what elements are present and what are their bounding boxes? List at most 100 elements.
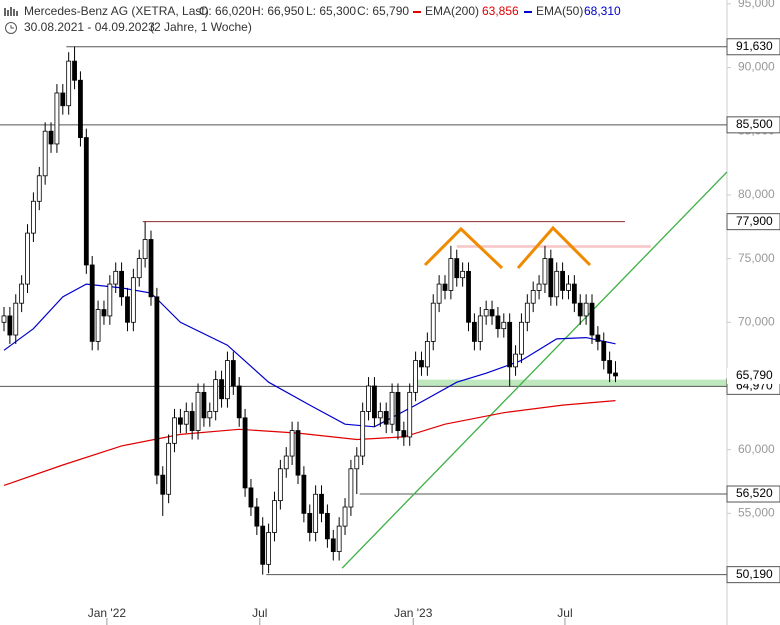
candle-body [330, 538, 336, 552]
candle-body [530, 290, 536, 304]
candle-body [125, 296, 130, 323]
candle-body [342, 506, 348, 527]
candle-body [1, 315, 7, 323]
y-tick-label: 70,000 [738, 314, 775, 328]
candle-body [242, 417, 248, 489]
candle-body [277, 468, 283, 502]
level-box [726, 38, 780, 56]
candle-body [413, 360, 418, 393]
ohlc-label: C: 65,790 [357, 4, 409, 18]
clock-icon [10, 25, 14, 29]
candle-body [583, 302, 589, 317]
candle-body [301, 474, 307, 514]
trendline [341, 171, 728, 569]
candle-body [95, 309, 101, 342]
x-tick-label: Jul [557, 606, 572, 620]
candle-body [160, 474, 166, 495]
candle-body [195, 391, 201, 431]
pattern-marker [423, 226, 504, 270]
candle-body [595, 334, 601, 342]
candle-body [401, 430, 407, 438]
candle-body [266, 532, 271, 565]
candle-body [130, 277, 136, 323]
candle-body [454, 258, 460, 279]
candle-body [354, 455, 360, 470]
candle-body [230, 360, 236, 387]
legend-label: EMA(50) [536, 4, 583, 18]
candle-body [260, 525, 266, 565]
candle-body [83, 137, 89, 266]
candle-body [48, 130, 54, 145]
candle-body [566, 283, 571, 291]
candle-body [324, 512, 330, 540]
candle-body [613, 372, 618, 377]
level-label: 85,500 [736, 117, 773, 131]
candle-body [307, 512, 313, 533]
candle-body [507, 321, 513, 368]
candle-body [113, 270, 119, 285]
candle-body [471, 321, 477, 342]
pattern-marker [516, 225, 592, 269]
header: Mercedes-Benz AG (XETRA, Last) O: 66,020… [4, 4, 621, 34]
period-note: (2 Jahre, 1 Woche) [150, 20, 252, 34]
candle-body [513, 353, 518, 368]
y-tick-label: 75,000 [738, 251, 775, 265]
last-price-label: 65,790 [736, 368, 773, 382]
clock-icon [5, 22, 17, 34]
candle-body [207, 411, 213, 419]
x-tick-label: Jan '22 [88, 606, 127, 620]
candle-body [272, 500, 277, 533]
candle-body [219, 379, 224, 400]
candle-body [289, 430, 295, 457]
last-price-box [727, 367, 780, 384]
candle-body [436, 283, 442, 304]
candle-body [177, 417, 183, 425]
ema-line [3, 283, 616, 428]
period: 30.08.2021 - 04.09.2023 [24, 20, 155, 34]
candle-body [372, 385, 377, 419]
ema-line [3, 400, 616, 486]
candle-body [577, 302, 583, 317]
y-tick-label: 90,000 [738, 60, 775, 74]
candle-body [366, 385, 371, 412]
candle-body [319, 493, 324, 514]
candle-body [166, 442, 172, 495]
legend-label: EMA(200) [425, 4, 479, 18]
chart-icon [4, 7, 18, 16]
candle-body [383, 411, 389, 425]
ohlc-label: L: 65,300 [306, 4, 356, 18]
level-box [726, 566, 780, 584]
candle-body [589, 302, 595, 336]
candle-body [560, 270, 565, 291]
candle-body [13, 302, 19, 336]
candle-body [42, 130, 48, 177]
candle-body [348, 468, 354, 508]
candle-body [571, 283, 577, 304]
candle-body [142, 239, 148, 259]
candle-body [477, 315, 483, 342]
candle-body [360, 411, 366, 457]
candle-body [19, 283, 25, 304]
ohlc-label: O: 66,020 [199, 4, 252, 18]
candle-body [601, 341, 607, 361]
candle-body [254, 506, 260, 527]
level-label: 56,520 [736, 486, 773, 500]
candle-body [548, 258, 554, 298]
candle-body [54, 92, 60, 145]
legend-value: 63,856 [482, 4, 519, 18]
candle-body [407, 391, 413, 438]
candle-body [107, 283, 113, 317]
legend-value: 68,310 [584, 4, 621, 18]
candle-body [483, 309, 489, 317]
candle-body [78, 79, 83, 138]
candle-body [448, 258, 454, 291]
candle-body [60, 92, 66, 107]
level-label: 91,630 [736, 39, 773, 53]
candle-body [72, 60, 77, 81]
candle-body [154, 296, 160, 476]
candle-body [295, 430, 301, 476]
y-tick-label: 60,000 [738, 442, 775, 456]
candle-body [424, 341, 430, 368]
candle-body [148, 239, 154, 298]
candle-body [119, 270, 124, 298]
